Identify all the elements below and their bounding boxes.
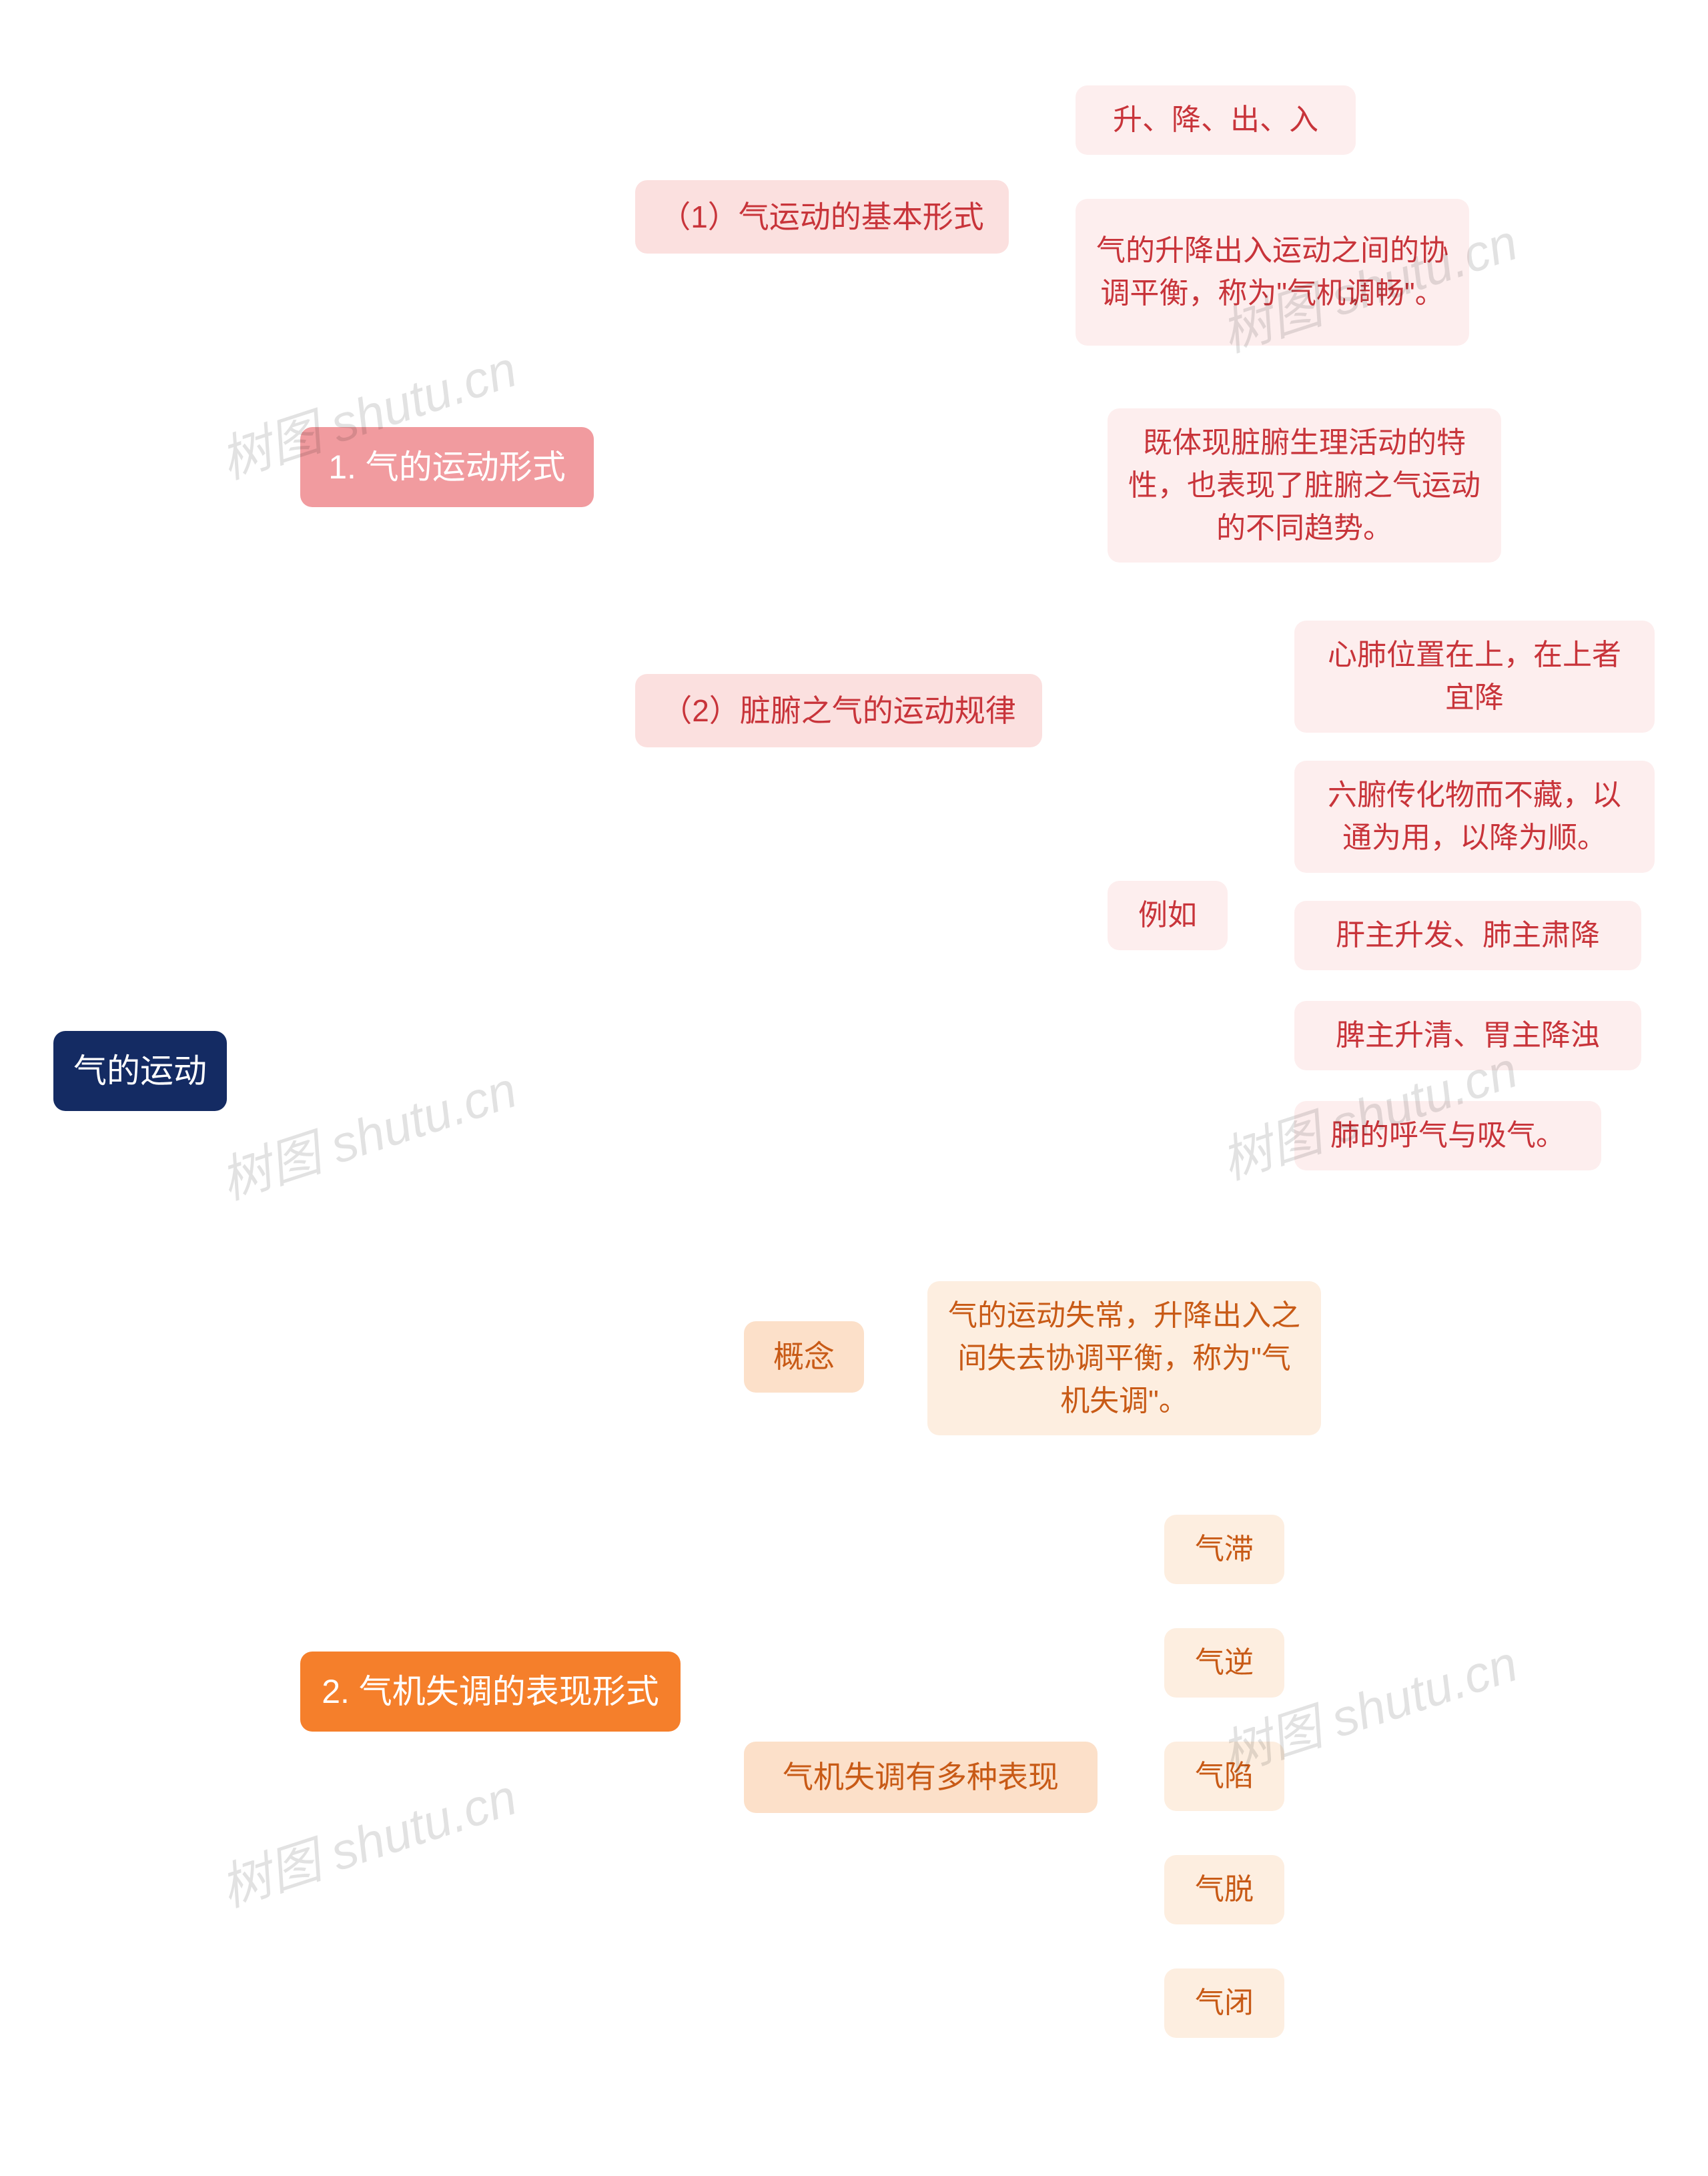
node-label: 气陷 (1195, 1755, 1254, 1798)
node-b2_1: 概念 (744, 1321, 864, 1393)
connector (1134, 1663, 1164, 1686)
connector (1134, 1866, 1164, 1890)
connector (630, 707, 635, 711)
node-label: 气的升降出入运动之间的协调平衡，称为"气机调畅"。 (1096, 230, 1449, 315)
watermark: 树图 shutu.cn (209, 1049, 524, 1214)
node-b1_2a: 既体现脏腑生理活动的特性，也表现了脏腑之气运动的不同趋势。 (1108, 408, 1501, 563)
node-root: 气的运动 (53, 1031, 227, 1111)
node-b2_2b: 气逆 (1164, 1628, 1284, 1698)
node-label: 1. 气的运动形式 (328, 443, 566, 492)
node-label: （1）气运动的基本形式 (660, 195, 984, 240)
connector (717, 1357, 744, 1381)
connector (264, 467, 300, 490)
node-label: 既体现脏腑生理活动的特性，也表现了脏腑之气运动的不同趋势。 (1128, 422, 1481, 549)
connector (1079, 892, 1108, 916)
node-b2: 2. 气机失调的表现形式 (300, 1652, 681, 1732)
mindmap-canvas: 气的运动 1. 气的运动形式 （1）气运动的基本形式 升、降、出、入气的升降出入运动之… (0, 0, 1708, 2176)
connector (264, 1668, 300, 1692)
node-b1: 1. 气的运动形式 (300, 427, 594, 507)
connector (717, 1754, 744, 1778)
node-b1_2b_4: 脾主升清、胃主降浊 (1294, 1001, 1641, 1070)
node-b2_1a: 气的运动失常，升降出入之间失去协调平衡，称为"气机失调"。 (927, 1281, 1321, 1435)
node-label: 例如 (1138, 894, 1197, 937)
node-b1_2b: 例如 (1108, 881, 1228, 950)
connector (1264, 926, 1294, 936)
node-label: 心肺位置在上，在上者宜降 (1314, 634, 1635, 719)
connector (1045, 249, 1076, 272)
node-label: 气逆 (1195, 1642, 1254, 1684)
node-b1_2b_1: 心肺位置在上，在上者宜降 (1294, 621, 1655, 733)
node-b1_1: （1）气运动的基本形式 (635, 180, 1009, 254)
node-b1_2b_3: 肝主升发、肺主肃降 (1294, 901, 1641, 970)
node-label: 气闭 (1195, 1982, 1254, 2025)
node-b1_2b_5: 肺的呼气与吸气。 (1294, 1101, 1601, 1170)
watermark: 树图 shutu.cn (209, 1756, 524, 1921)
node-label: 概念 (773, 1335, 835, 1379)
node-b1_2: （2）脏腑之气的运动规律 (635, 674, 1042, 747)
node-b2_2e: 气闭 (1164, 1968, 1284, 2038)
connector (1264, 677, 1294, 700)
node-b1_2b_2: 六腑传化物而不藏，以通为用，以降为顺。 (1294, 761, 1655, 873)
node-b1_1b: 气的升降出入运动之间的协调平衡，称为"气机调畅"。 (1076, 199, 1469, 346)
node-label: （2）脏腑之气的运动规律 (661, 689, 1016, 733)
node-b2_2: 气机失调有多种表现 (744, 1742, 1098, 1813)
node-label: 升、降、出、入 (1113, 99, 1318, 141)
node-label: 气的运动失常，升降出入之间失去协调平衡，称为"气机失调"。 (947, 1295, 1301, 1422)
connector (1134, 1980, 1164, 2003)
connector (630, 217, 635, 220)
connector (1264, 1012, 1294, 1036)
connector (1134, 1776, 1164, 1777)
node-label: 2. 气机失调的表现形式 (322, 1668, 659, 1716)
node-b1_1a: 升、降、出、入 (1076, 85, 1356, 155)
node-label: 气机失调有多种表现 (783, 1755, 1059, 1800)
node-b2_2c: 气陷 (1164, 1742, 1284, 1811)
connector (1045, 120, 1076, 143)
node-label: 肺的呼气与吸气。 (1330, 1114, 1565, 1157)
node-label: 气的运动 (73, 1047, 207, 1096)
node-label: 气脱 (1195, 1868, 1254, 1911)
node-b2_2a: 气滞 (1164, 1515, 1284, 1584)
node-label: 六腑传化物而不藏，以通为用，以降为顺。 (1314, 774, 1635, 859)
node-label: 肝主升发、肺主肃降 (1336, 914, 1600, 957)
connector (1264, 817, 1294, 840)
connector (1264, 1112, 1294, 1136)
node-b2_2d: 气脱 (1164, 1855, 1284, 1924)
connector (901, 1358, 927, 1359)
node-label: 脾主升清、胃主降浊 (1336, 1014, 1600, 1057)
connector (1134, 1549, 1164, 1573)
node-label: 气滞 (1195, 1528, 1254, 1571)
connector (1079, 486, 1108, 509)
